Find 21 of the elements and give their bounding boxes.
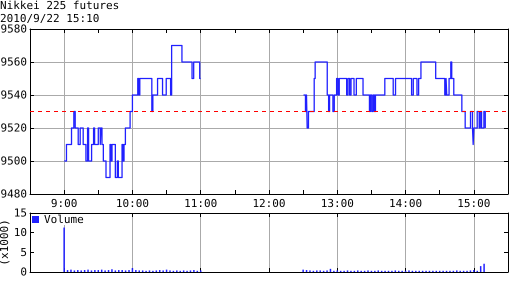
- x-tick-label: 14:00: [389, 197, 422, 210]
- y-axis-title: (x1000): [0, 219, 11, 266]
- x-tick-label: 12:00: [252, 197, 286, 210]
- y-tick-label: 9480: [0, 188, 27, 200]
- y-tick-label: 9500: [0, 154, 27, 168]
- y-tick-label: 9580: [0, 22, 27, 36]
- chart-title: Nikkei 225 futures: [0, 0, 120, 12]
- y-tick-label: 15: [14, 206, 27, 220]
- y-tick-label: 9540: [0, 88, 27, 102]
- y-tick-label: 9560: [0, 56, 27, 68]
- x-tick-label: 13:00: [320, 197, 354, 210]
- chart-subtitle: 2010/9/22 15:10: [0, 12, 100, 25]
- x-tick-label: 10:00: [116, 197, 149, 210]
- x-tick-label: 15:00: [457, 197, 490, 210]
- legend-label: Volume: [44, 213, 84, 226]
- y-tick-label: 0: [20, 266, 27, 278]
- y-tick-label: 5: [20, 246, 27, 259]
- y-tick-label: 9520: [0, 122, 27, 134]
- y-tick-label: 10: [14, 226, 27, 240]
- x-tick-label: 11:00: [184, 197, 218, 210]
- x-tick-label: 9:00: [50, 197, 78, 210]
